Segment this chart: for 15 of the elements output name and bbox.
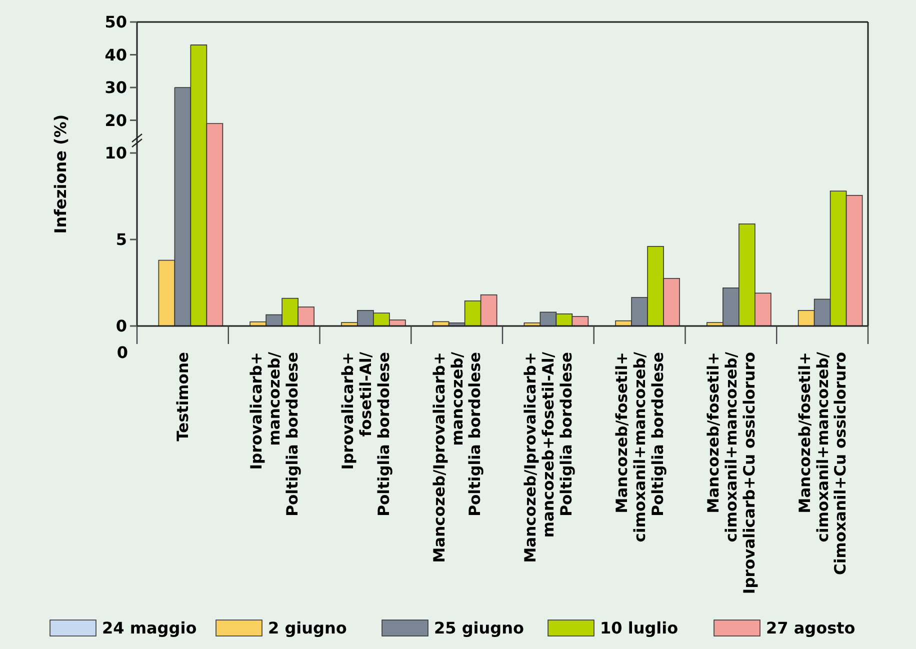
legend-label: 2 giugno [268, 618, 347, 638]
y-axis-title: Infezione (%) [51, 114, 70, 234]
legend-label: 24 maggio [102, 618, 197, 638]
y-tick-label: 50 [104, 12, 127, 32]
y-tick-label: 20 [104, 110, 127, 130]
x-tick-label: Iprovalicarb+ mancozeb/ Poltiglia bordolese [247, 352, 302, 516]
legend-label: 27 agosto [766, 618, 856, 638]
y-tick-label: 10 [104, 144, 127, 163]
x-tick-label: Testimone [174, 352, 192, 442]
legend-label: 25 giugno [434, 618, 524, 638]
y-tick-label: 5 [116, 230, 127, 250]
y-tick-label: 40 [104, 45, 127, 64]
y-tick-label: 30 [104, 78, 127, 98]
y-tick-label: 0 [116, 316, 127, 336]
legend-label: 10 luglio [600, 618, 678, 638]
